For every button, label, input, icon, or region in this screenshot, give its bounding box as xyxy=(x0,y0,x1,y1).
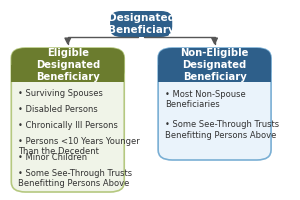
Text: • Minor Children: • Minor Children xyxy=(18,153,88,162)
FancyBboxPatch shape xyxy=(110,11,172,37)
Text: • Most Non-Spouse
Beneficiaries: • Most Non-Spouse Beneficiaries xyxy=(165,90,246,109)
FancyBboxPatch shape xyxy=(158,65,271,82)
FancyBboxPatch shape xyxy=(11,48,124,192)
Text: • Disabled Persons: • Disabled Persons xyxy=(18,105,98,114)
Text: • Persons <10 Years Younger
Than the Decedent: • Persons <10 Years Younger Than the Dec… xyxy=(18,137,140,156)
Text: Designated
Beneficiary: Designated Beneficiary xyxy=(108,13,175,35)
Text: • Surviving Spouses: • Surviving Spouses xyxy=(18,89,103,98)
Text: • Chronically Ill Persons: • Chronically Ill Persons xyxy=(18,121,118,130)
FancyBboxPatch shape xyxy=(11,48,124,82)
Text: Non-Eligible
Designated
Beneficiary: Non-Eligible Designated Beneficiary xyxy=(180,48,249,82)
Text: • Some See-Through Trusts
Benefitting Persons Above: • Some See-Through Trusts Benefitting Pe… xyxy=(18,169,133,188)
Text: • Some See-Through Trusts
Benefitting Persons Above: • Some See-Through Trusts Benefitting Pe… xyxy=(165,120,279,140)
Text: Eligible
Designated
Beneficiary: Eligible Designated Beneficiary xyxy=(36,48,100,82)
FancyBboxPatch shape xyxy=(158,48,271,82)
FancyBboxPatch shape xyxy=(158,48,271,160)
FancyBboxPatch shape xyxy=(11,65,124,82)
